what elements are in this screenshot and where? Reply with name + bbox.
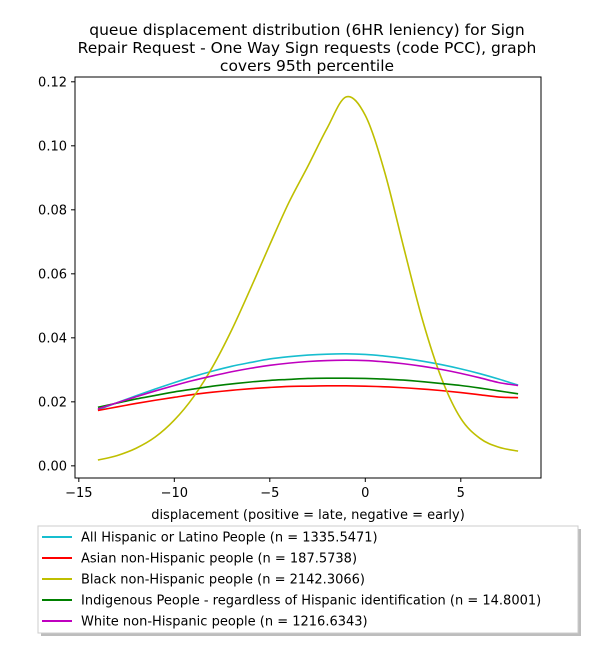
series-layer [97, 95, 519, 461]
chart-title-line-3: covers 95th percentile [220, 57, 394, 75]
legend-label-4: White non-Hispanic people (n = 1216.6343… [81, 615, 368, 630]
plot-frame [74, 76, 542, 479]
x-axis: −15 −10 −5 0 5 [65, 478, 465, 501]
series-line-3 [97, 377, 519, 409]
y-tick-label: 0.04 [38, 331, 67, 346]
legend-label-3: Indigenous People - regardless of Hispan… [81, 594, 541, 609]
x-tick-label: 5 [457, 486, 465, 501]
series-line-4 [97, 359, 519, 410]
legend: All Hispanic or Latino People (n = 1335.… [37, 525, 581, 636]
series-line-2 [97, 95, 519, 461]
x-tick-label: −15 [65, 486, 92, 501]
y-tick-label: 0.02 [38, 395, 67, 410]
series-line-0 [97, 353, 519, 411]
chart-title-line-2: Repair Request - One Way Sign requests (… [78, 39, 537, 57]
y-tick-label: 0.00 [38, 459, 67, 474]
y-axis: 0.00 0.02 0.04 0.06 0.08 0.10 0.12 [38, 75, 75, 474]
x-tick-label: −5 [260, 486, 279, 501]
legend-label-2: Black non-Hispanic people (n = 2142.3066… [81, 573, 365, 588]
x-axis-label: displacement (positive = late, negative … [151, 508, 465, 523]
legend-label-0: All Hispanic or Latino People (n = 1335.… [81, 531, 378, 546]
legend-items: All Hispanic or Latino People (n = 1335.… [42, 531, 541, 630]
chart-title-line-1: queue displacement distribution (6HR len… [89, 21, 524, 39]
legend-label-1: Asian non-Hispanic people (n = 187.5738) [81, 552, 357, 567]
chart-title: queue displacement distribution (6HR len… [78, 21, 537, 75]
y-tick-label: 0.12 [38, 75, 67, 90]
x-tick-label: −10 [161, 486, 188, 501]
y-tick-label: 0.06 [38, 267, 67, 282]
plot-area: −15 −10 −5 0 5 0.00 0.02 0.04 0.06 0.08 0.10 0.12 [38, 75, 542, 501]
y-tick-label: 0.10 [38, 139, 67, 154]
legend-box [37, 525, 579, 634]
x-tick-label: 0 [361, 486, 369, 501]
y-tick-label: 0.08 [38, 203, 67, 218]
